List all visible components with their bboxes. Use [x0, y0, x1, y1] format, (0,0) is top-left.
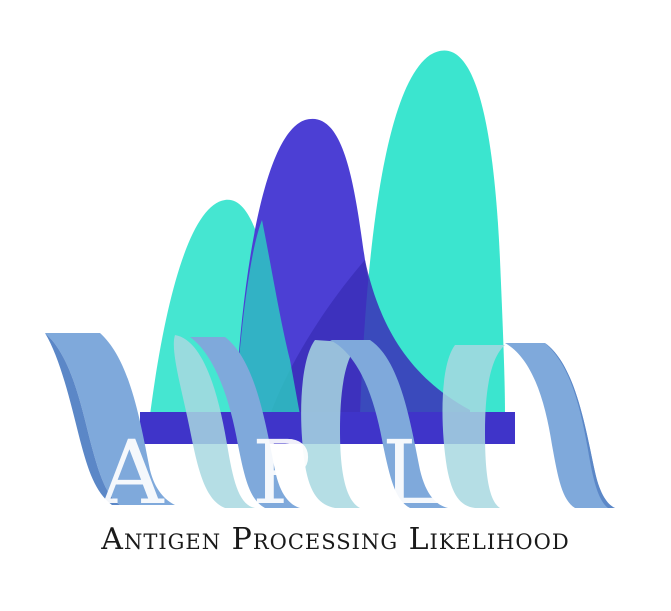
peak-overlap-teal — [235, 220, 300, 415]
logo-letter-l: L — [382, 421, 440, 524]
logo-letter-p: P — [252, 421, 311, 524]
ribbon-helix — [45, 333, 615, 508]
ribbon-segment — [330, 340, 448, 508]
ribbon-segment — [173, 335, 255, 508]
peak-medium-indigo — [235, 118, 470, 415]
logo-tagline: Antigen Processing Likelihood — [101, 522, 570, 557]
ribbon-segment — [442, 345, 505, 508]
logo-letter-a: A — [99, 421, 165, 524]
ribbon-segment — [505, 343, 615, 508]
logo-letters: A P L — [99, 421, 440, 524]
ribbon-segment — [301, 340, 360, 508]
ribbon-edge — [45, 333, 120, 505]
ribbon-segment — [190, 337, 300, 508]
ribbon-segment — [45, 333, 175, 505]
peak-large-teal — [360, 50, 505, 416]
